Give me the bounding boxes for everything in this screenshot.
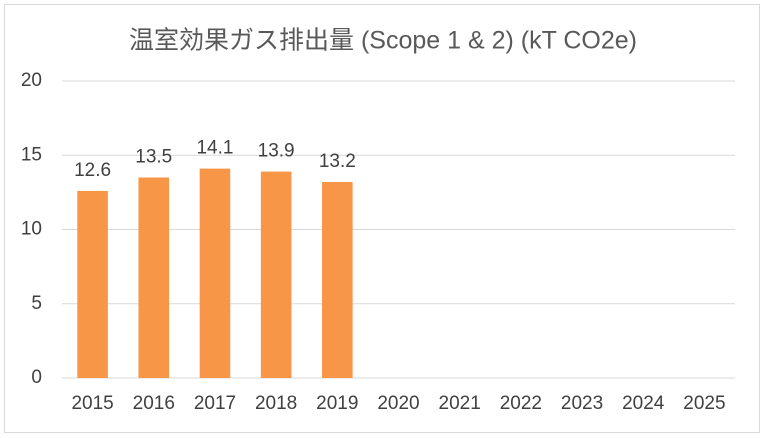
y-tick-label: 5 xyxy=(31,293,42,314)
x-tick-label: 2024 xyxy=(622,393,665,414)
x-tick-label: 2015 xyxy=(71,393,113,414)
x-tick-label: 2023 xyxy=(561,393,603,414)
data-label: 13.2 xyxy=(319,151,356,172)
bar xyxy=(138,177,170,378)
bar xyxy=(260,171,292,378)
x-tick-label: 2018 xyxy=(255,393,297,414)
data-label: 14.1 xyxy=(196,138,233,159)
x-tick-label: 2019 xyxy=(316,393,358,414)
data-label: 13.5 xyxy=(135,147,172,168)
x-tick-label: 2017 xyxy=(194,393,236,414)
x-tick-label: 2020 xyxy=(377,393,419,414)
bar xyxy=(322,181,353,378)
bar xyxy=(199,168,231,378)
x-tick-label: 2016 xyxy=(133,393,175,414)
bar xyxy=(77,190,108,378)
x-tick-label: 2025 xyxy=(683,393,725,414)
data-label: 12.6 xyxy=(74,160,111,181)
x-tick-label: 2021 xyxy=(439,393,481,414)
data-label: 13.9 xyxy=(258,141,295,162)
chart-title: 温室効果ガス排出量 (Scope 1 & 2) (kT CO2e) xyxy=(129,27,637,55)
y-tick-label: 10 xyxy=(21,219,42,240)
chart-border xyxy=(4,4,760,433)
y-tick-label: 20 xyxy=(21,70,42,91)
x-tick-label: 2022 xyxy=(500,393,542,414)
y-tick-label: 15 xyxy=(21,144,42,165)
y-tick-label: 0 xyxy=(31,367,42,388)
